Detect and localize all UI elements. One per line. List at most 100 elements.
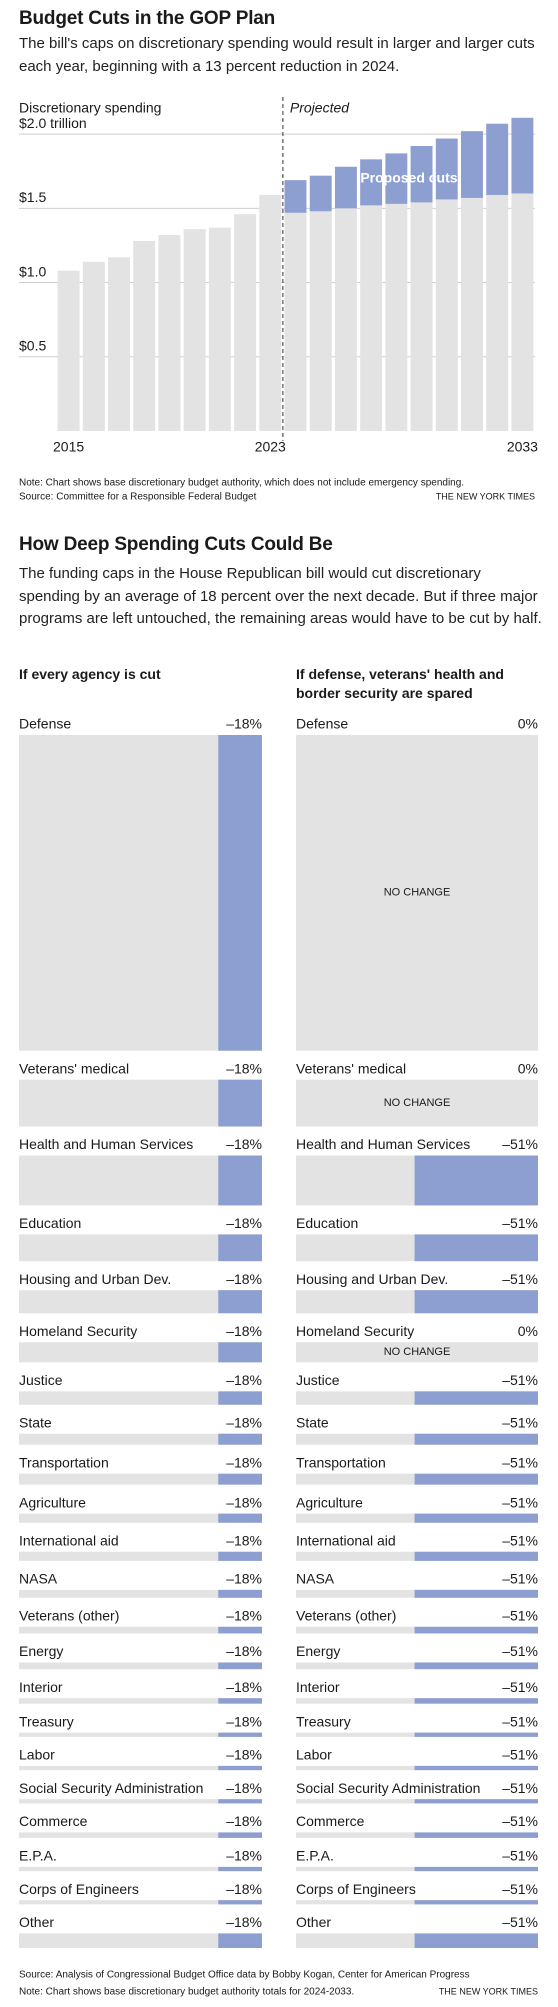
bar <box>511 117 534 194</box>
cut-bar <box>218 1155 262 1206</box>
cut-bar <box>414 1662 538 1670</box>
value-label: –18% <box>226 1848 262 1864</box>
category-label: Transportation <box>19 1454 109 1470</box>
value-label: 0% <box>518 1060 538 1076</box>
series-label: Proposed cuts <box>360 169 457 185</box>
category-label: Education <box>296 1215 358 1231</box>
value-label: –51% <box>502 1813 538 1829</box>
bar <box>234 214 257 431</box>
value-label: –18% <box>226 1323 262 1339</box>
value-label: –51% <box>502 1747 538 1763</box>
category-label: Homeland Security <box>19 1323 137 1339</box>
bar <box>435 138 458 200</box>
cut-bar <box>218 735 262 1051</box>
category-label: Justice <box>296 1372 340 1388</box>
bar <box>461 197 483 431</box>
budget-box <box>19 1933 262 1948</box>
y-tick-label: $1.5 <box>19 189 46 205</box>
bar <box>435 199 458 431</box>
cut-bar <box>218 1626 262 1634</box>
cut-bar <box>218 1473 262 1485</box>
value-label: –51% <box>502 1215 538 1231</box>
budget-box <box>19 1799 262 1804</box>
value-label: –51% <box>502 1607 538 1623</box>
category-label: State <box>19 1414 52 1430</box>
note: Note: Chart shows base discretionary bud… <box>19 478 464 489</box>
budget-box <box>296 735 538 1051</box>
no-change-label: NO CHANGE <box>384 1097 451 1109</box>
cut-bar <box>414 1765 538 1771</box>
value-label: –51% <box>502 1643 538 1659</box>
cut-bar <box>218 1433 262 1445</box>
value-label: –18% <box>226 1780 262 1796</box>
value-label: –18% <box>226 1813 262 1829</box>
y-tick-label: $2.0 trillion <box>19 115 87 131</box>
bar <box>133 240 156 431</box>
bar <box>486 194 509 431</box>
category-label: Education <box>19 1215 81 1231</box>
cut-bar <box>414 1832 538 1838</box>
category-label: E.P.A. <box>19 1848 57 1864</box>
category-label: Treasury <box>19 1713 74 1729</box>
panel-title: If defense, veterans' health and border … <box>296 666 504 701</box>
value-label: –18% <box>226 1494 262 1510</box>
value-label: –18% <box>226 1914 262 1930</box>
value-label: –18% <box>226 1571 262 1587</box>
cut-bar <box>414 1234 538 1262</box>
bar <box>334 166 357 209</box>
budget-box <box>296 1079 538 1127</box>
value-label: –18% <box>226 716 262 732</box>
cut-bar <box>414 1551 538 1561</box>
value-label: –18% <box>226 1136 262 1152</box>
category-label: Transportation <box>296 1454 386 1470</box>
bar <box>82 261 105 431</box>
value-label: –18% <box>226 1679 262 1695</box>
budget-box <box>19 1698 262 1704</box>
value-label: –51% <box>502 1914 538 1930</box>
value-label: –18% <box>226 1747 262 1763</box>
value-label: –18% <box>226 1532 262 1548</box>
value-label: –51% <box>502 1494 538 1510</box>
value-label: –18% <box>226 1060 262 1076</box>
category-label: Social Security Administration <box>19 1780 203 1796</box>
category-label: Defense <box>19 716 71 732</box>
category-label: Commerce <box>296 1813 365 1829</box>
category-label: Commerce <box>19 1813 88 1829</box>
y-axis-label: Discretionary spending <box>19 100 161 116</box>
category-label: Treasury <box>296 1713 351 1729</box>
cut-bar <box>414 1473 538 1485</box>
bar <box>461 131 483 198</box>
budget-box <box>19 1662 262 1670</box>
cut-bar <box>218 1513 262 1523</box>
chart-subtitle: The funding caps in the House Republican… <box>19 565 542 627</box>
category-label: International aid <box>19 1532 119 1548</box>
budget-box <box>19 1832 262 1838</box>
value-label: –18% <box>226 1643 262 1659</box>
value-label: 0% <box>518 716 538 732</box>
cut-bar <box>414 1513 538 1523</box>
category-label: Energy <box>296 1643 340 1659</box>
value-label: –18% <box>226 1372 262 1388</box>
cut-bar <box>414 1900 538 1905</box>
cut-bar <box>414 1433 538 1445</box>
cut-bar <box>414 1589 538 1598</box>
category-label: Veterans' medical <box>19 1060 129 1076</box>
value-label: –51% <box>502 1454 538 1470</box>
cut-bar <box>218 1662 262 1670</box>
value-label: –18% <box>226 1454 262 1470</box>
bar <box>259 194 282 431</box>
cut-bar <box>414 1866 538 1872</box>
category-label: E.P.A. <box>296 1848 334 1864</box>
bar <box>57 270 80 431</box>
cut-bar <box>414 1933 538 1948</box>
category-label: Labor <box>19 1747 55 1763</box>
cut-bar <box>218 1732 262 1737</box>
x-tick-label: 2015 <box>53 439 84 455</box>
category-label: Health and Human Services <box>296 1136 470 1152</box>
value-label: –51% <box>502 1679 538 1695</box>
cut-bar <box>218 1551 262 1561</box>
bar <box>410 202 433 431</box>
value-label: –18% <box>226 1271 262 1287</box>
category-label: Defense <box>296 716 348 732</box>
